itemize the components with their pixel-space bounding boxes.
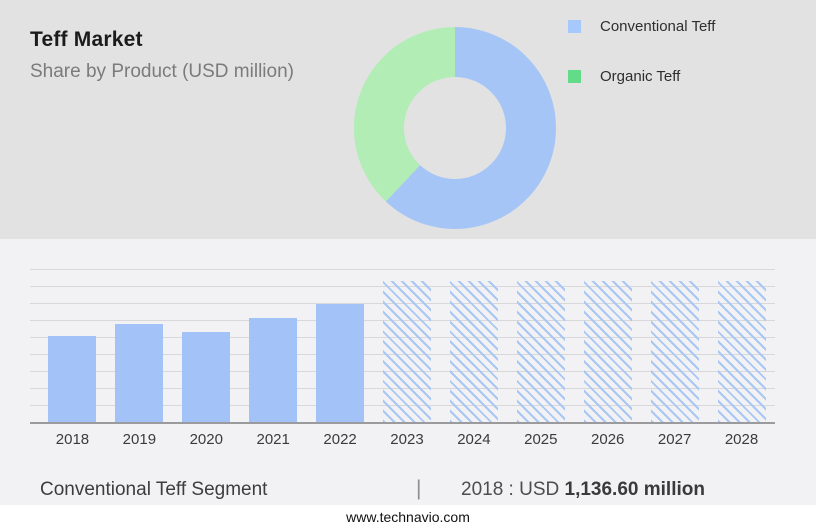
legend-label: Conventional Teff — [600, 17, 716, 35]
caption-stat: 2018 : USD 1,136.60 million — [461, 479, 705, 501]
page-title: Teff Market — [30, 28, 143, 51]
bar-slot: 2026 — [574, 269, 641, 464]
bar-slot: 2025 — [507, 269, 574, 464]
bar-2024 — [449, 281, 498, 422]
legend-swatch — [568, 69, 581, 83]
bar-slot: 2021 — [240, 269, 307, 464]
bar-slots: 2018 2019 2020 2021 2022 2023 2024 2025 2026 2027… — [30, 269, 775, 464]
bar-area — [708, 269, 775, 422]
titles-block: Teff Market Share by Product (USD millio… — [30, 28, 294, 83]
year-label: 2028 — [724, 431, 759, 448]
year-label: 2026 — [591, 431, 625, 448]
year-label: 2022 — [323, 431, 357, 448]
header-section: Teff Market Share by Product (USD millio… — [0, 0, 816, 239]
bar-area — [106, 269, 173, 422]
bar-area — [307, 269, 374, 422]
bar-2022 — [316, 304, 365, 422]
year-label: 2023 — [390, 431, 424, 448]
bar-2021 — [249, 318, 298, 422]
bar-slot: 2019 — [106, 269, 173, 464]
bar-2028 — [717, 281, 766, 422]
bar-slot: 2020 — [173, 269, 240, 464]
year-label: 2025 — [524, 431, 558, 448]
year-label: 2019 — [122, 431, 157, 448]
bar-slot: 2028 — [708, 269, 775, 464]
stat-value: 1,136.60 million — [564, 479, 705, 500]
bar-2026 — [583, 281, 632, 422]
donut-chart — [354, 27, 556, 229]
bar-slot: 2018 — [39, 269, 106, 464]
bar-area — [374, 269, 441, 422]
page-subtitle: Share by Product (USD million) — [30, 61, 294, 82]
bar-slot: 2022 — [307, 269, 374, 464]
year-label: 2027 — [657, 431, 692, 448]
year-label: 2018 — [55, 431, 90, 448]
legend-item: Conventional Teff — [568, 16, 715, 36]
legend: Conventional Teff Organic Teff — [568, 16, 715, 86]
caption-separator: | — [416, 477, 422, 500]
stat-prefix: 2018 : USD — [461, 479, 565, 500]
footer: www.technavio.com — [0, 505, 816, 528]
legend-item: Organic Teff — [568, 66, 715, 86]
footer-url: www.technavio.com — [346, 508, 470, 525]
bar-area — [240, 269, 307, 422]
bar-area — [574, 269, 641, 422]
bar-2027 — [650, 281, 699, 422]
bar-area — [507, 269, 574, 422]
chart-section: 2018 2019 2020 2021 2022 2023 2024 2025 2026 2027… — [0, 239, 816, 505]
legend-label: Organic Teff — [600, 67, 681, 85]
bar-2023 — [382, 281, 431, 422]
bar-slot: 2023 — [374, 269, 441, 464]
bar-2020 — [182, 332, 231, 422]
year-label: 2021 — [256, 431, 290, 448]
bar-slot: 2024 — [440, 269, 507, 464]
donut-hole — [404, 77, 506, 179]
bar-2025 — [516, 281, 565, 422]
year-label: 2024 — [457, 431, 491, 448]
segment-label: Conventional Teff Segment — [40, 479, 268, 500]
year-label: 2020 — [189, 431, 223, 448]
bar-area — [641, 269, 708, 422]
bar-area — [440, 269, 507, 422]
bar-2018 — [48, 336, 97, 422]
legend-swatch — [568, 19, 581, 33]
bar-slot: 2027 — [641, 269, 708, 464]
bar-area — [39, 269, 106, 422]
bar-area — [173, 269, 240, 422]
bar-2019 — [115, 324, 164, 422]
